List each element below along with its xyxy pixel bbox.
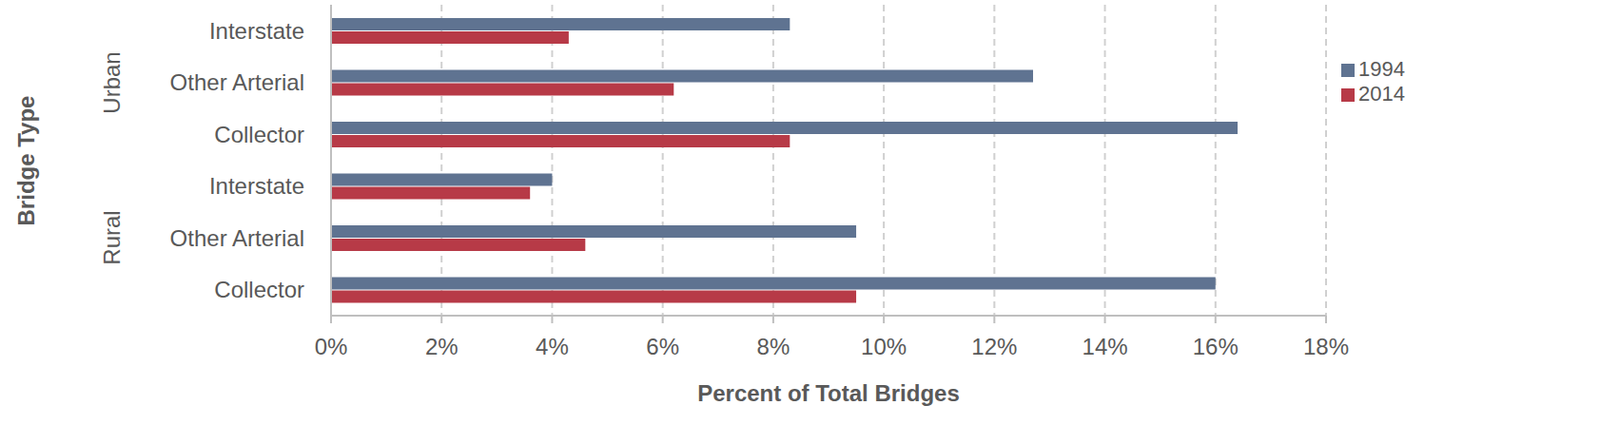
html-text:Urban: Urban bbox=[98, 51, 125, 114]
svg-text:10%: 10% bbox=[860, 333, 907, 360]
svg-text:Other Arterial: Other Arterial bbox=[170, 225, 305, 252]
svg-text:8%: 8% bbox=[757, 333, 791, 360]
svg-text:Percent of Total Bridges: Percent of Total Bridges bbox=[697, 380, 960, 407]
svg-text:0%: 0% bbox=[314, 333, 349, 360]
svg-text:4%: 4% bbox=[535, 333, 569, 360]
svg-text:16%: 16% bbox=[1192, 333, 1239, 360]
html-text:1994: 1994 bbox=[1358, 57, 1405, 81]
svg-text:Other Arterial: Other Arterial bbox=[170, 69, 305, 96]
svg-text:6%: 6% bbox=[645, 333, 680, 360]
svg-text:Interstate: Interstate bbox=[209, 173, 305, 199]
svg-text:18%: 18% bbox=[1303, 333, 1349, 360]
html-text:2014: 2014 bbox=[1358, 81, 1405, 106]
svg-text:Interstate: Interstate bbox=[209, 18, 305, 44]
svg-text:14%: 14% bbox=[1082, 333, 1129, 360]
svg-text:Collector: Collector bbox=[214, 276, 305, 303]
svg-text:12%: 12% bbox=[971, 333, 1017, 360]
svg-text:Collector: Collector bbox=[214, 121, 305, 148]
svg-text:2%: 2% bbox=[425, 333, 459, 360]
html-text:Rural: Rural bbox=[98, 210, 125, 266]
html-text:Bridge Type: Bridge Type bbox=[13, 95, 40, 226]
